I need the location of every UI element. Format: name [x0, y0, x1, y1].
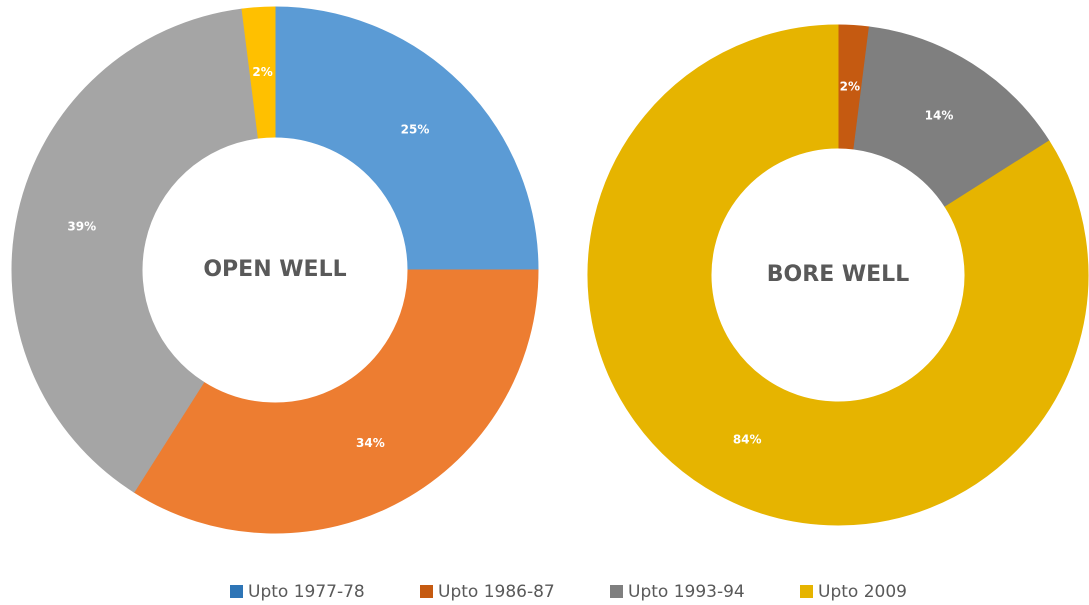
- value-label: 34%: [356, 436, 385, 450]
- donut-segment: [133, 269, 539, 534]
- value-label: 39%: [67, 219, 96, 233]
- donut-segment: [587, 24, 1089, 526]
- donut-segment: [853, 26, 1050, 208]
- legend-swatch: [420, 585, 433, 598]
- donut-segment: [274, 6, 539, 271]
- legend-label: Upto 2009: [818, 582, 907, 602]
- legend-swatch: [230, 585, 243, 598]
- legend-label: Upto 1993-94: [628, 582, 745, 602]
- value-label: 2%: [252, 65, 272, 79]
- center-label: OPEN WELL: [203, 257, 346, 282]
- legend-swatch: [610, 585, 623, 598]
- legend-label: Upto 1977-78: [248, 582, 365, 602]
- value-label: 14%: [925, 108, 954, 122]
- legend-swatch: [800, 585, 813, 598]
- donut-segment: [11, 8, 259, 493]
- donut-segment: [241, 6, 276, 139]
- legend-label: Upto 1986-87: [438, 582, 555, 602]
- value-label: 2%: [840, 79, 860, 93]
- value-label: 25%: [401, 122, 430, 136]
- center-label: BORE WELL: [767, 262, 909, 287]
- value-label: 84%: [733, 433, 762, 447]
